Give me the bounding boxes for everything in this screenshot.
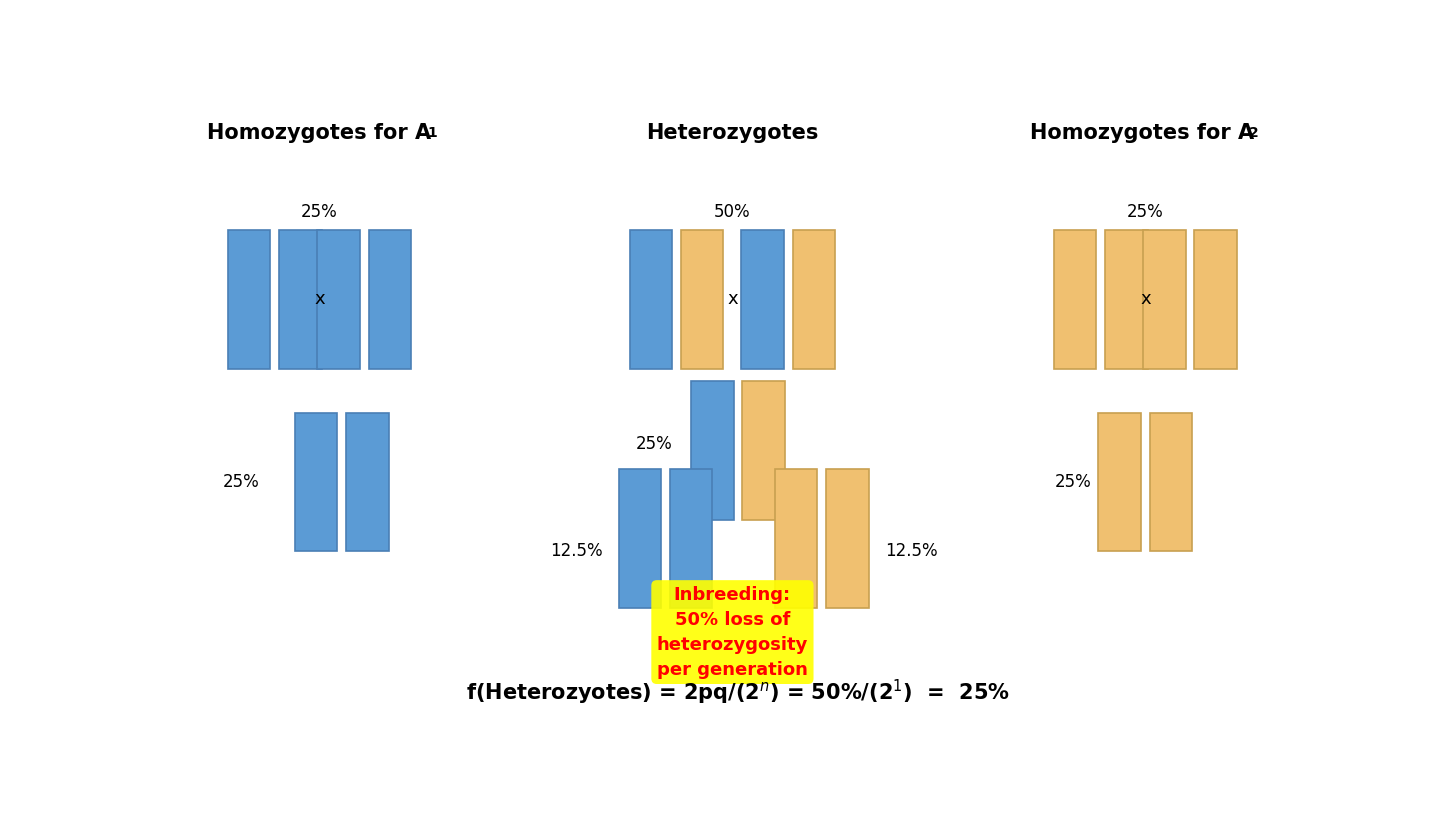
Text: 25%: 25% <box>223 473 259 491</box>
Bar <box>670 469 713 608</box>
Text: Homozygotes for A: Homozygotes for A <box>1030 123 1254 143</box>
Bar <box>1194 230 1237 368</box>
Bar <box>1149 413 1192 551</box>
Text: x: x <box>314 290 325 308</box>
Text: 25%: 25% <box>1128 203 1164 221</box>
Text: 2: 2 <box>1248 127 1259 141</box>
Text: x: x <box>727 290 737 308</box>
Bar <box>619 469 661 608</box>
Text: 12.5%: 12.5% <box>550 542 602 560</box>
Text: Heterozygotes: Heterozygotes <box>647 123 818 143</box>
Bar <box>691 381 733 520</box>
Bar <box>295 413 337 551</box>
Text: 12.5%: 12.5% <box>884 542 937 560</box>
Bar <box>317 230 360 368</box>
Bar <box>346 413 389 551</box>
Bar <box>228 230 271 368</box>
Text: Inbreeding:
50% loss of
heterozygosity
per generation: Inbreeding: 50% loss of heterozygosity p… <box>657 586 808 679</box>
Bar <box>1054 230 1096 368</box>
Bar <box>792 230 835 368</box>
Bar <box>827 469 868 608</box>
Text: 25%: 25% <box>301 203 338 221</box>
Bar <box>279 230 321 368</box>
Text: Homozygotes for A: Homozygotes for A <box>207 123 432 143</box>
Bar <box>743 381 785 520</box>
Text: 1: 1 <box>428 127 438 141</box>
Text: x: x <box>1140 290 1151 308</box>
Bar <box>629 230 672 368</box>
Bar <box>369 230 410 368</box>
Bar <box>1143 230 1185 368</box>
Text: 25%: 25% <box>1054 473 1092 491</box>
Bar <box>1099 413 1140 551</box>
Text: f(Heterozyotes) = 2pq/(2$^n$) = 50%/(2$^1$)  =  25%: f(Heterozyotes) = 2pq/(2$^n$) = 50%/(2$^… <box>467 678 1009 708</box>
Text: 50%: 50% <box>714 203 750 221</box>
Bar <box>742 230 783 368</box>
Bar <box>681 230 723 368</box>
Bar <box>1104 230 1148 368</box>
Text: 25%: 25% <box>636 435 672 453</box>
Bar <box>775 469 818 608</box>
